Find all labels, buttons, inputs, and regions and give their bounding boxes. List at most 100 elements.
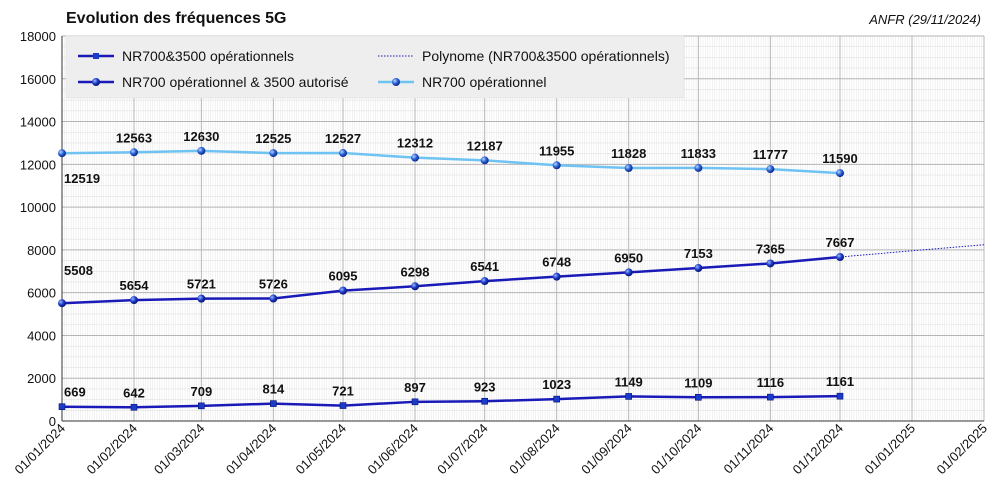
data-label: 12519 [64,171,100,186]
legend-box [65,35,685,99]
data-point [129,148,138,157]
data-label: 12187 [467,138,503,153]
legend: NR700&3500 opérationnels Polynome (NR700&… [65,35,685,99]
data-label: 12312 [397,136,433,151]
data-point [695,393,702,401]
x-tick-label: 01/02/2025 [933,421,990,478]
data-point [269,294,278,303]
data-point [553,395,560,403]
data-label: 923 [474,379,496,394]
y-tick-label: 4000 [27,328,56,343]
data-label: 11590 [822,151,857,166]
data-label: 1161 [826,374,854,389]
data-label: 5721 [187,277,216,292]
x-tick-label: 01/12/2024 [790,421,847,478]
data-point [836,169,845,178]
data-point [269,149,278,158]
data-point [625,393,632,400]
data-point [58,149,66,158]
data-point [766,165,775,174]
data-label: 5726 [259,277,288,292]
y-tick-label: 18000 [20,29,56,44]
legend-marker [93,53,99,59]
data-point [411,282,420,291]
data-label: 1023 [542,377,571,392]
data-point [767,393,774,401]
data-label: 897 [404,380,426,395]
legend-label: NR700 opérationnel & 3500 autorisé [122,74,349,90]
data-label: 709 [190,384,212,399]
x-tick-label: 01/11/2024 [721,421,777,477]
data-point [411,398,419,406]
data-point [58,403,66,410]
legend-marker [92,78,100,86]
data-labels: 669 642 709 814 721 897 923 1023 1149 1109 1116 116… [64,129,858,400]
data-label: 814 [262,382,284,397]
y-tick-label: 8000 [27,243,56,258]
x-tick-label: 01/05/2024 [293,421,350,478]
series-line [61,394,841,409]
data-label: 6095 [329,269,358,284]
data-point [198,402,205,410]
data-point [694,264,703,273]
data-label: 7667 [826,235,855,250]
data-point [270,400,277,407]
data-point [480,156,489,165]
data-point [197,146,206,155]
y-tick-label: 0 [49,414,56,429]
data-point [481,397,488,405]
y-tick-label: 16000 [20,72,56,87]
series-layer [58,146,985,411]
source-note: ANFR (29/11/2024) [869,12,981,27]
data-label: 1116 [757,375,785,390]
data-label: 721 [332,384,354,399]
data-point [339,286,348,295]
chart-title: Evolution des fréquences 5G [66,10,287,27]
data-point [411,153,420,162]
data-label: 12527 [325,131,361,146]
legend-marker [392,78,400,86]
y-tick-label: 6000 [27,286,56,301]
data-point [130,403,138,411]
data-point [339,402,347,409]
data-point [197,294,206,303]
x-tick-label: 01/07/2024 [434,421,491,478]
x-tick-label: 01/10/2024 [648,421,705,478]
data-label: 12525 [255,131,291,146]
y-tick-label: 14000 [20,115,56,130]
trendline [770,244,985,264]
series-line [61,255,841,305]
y-tick-label: 12000 [20,157,56,172]
data-label: 11828 [611,146,646,161]
legend-label: Polynome (NR700&3500 opérationnels) [422,48,669,64]
data-label: 5508 [64,263,93,278]
data-label: 1149 [615,374,643,389]
data-point [836,253,845,262]
grid [61,35,985,422]
data-label: 1109 [684,375,712,390]
legend-label: NR700 opérationnel [422,74,547,90]
data-point [129,296,138,305]
y-tick-label: 10000 [20,200,56,215]
data-point [766,259,775,268]
data-label: 11955 [539,143,574,158]
data-point [836,392,844,400]
data-label: 6298 [401,264,430,279]
data-point [58,299,66,308]
data-point [694,163,703,172]
x-tick-label: 01/08/2024 [506,421,563,478]
data-label: 11777 [753,147,788,162]
legend-label: NR700&3500 opérationnels [122,48,294,64]
data-label: 6748 [542,255,571,270]
data-point [552,272,561,281]
x-tick-label: 01/09/2024 [578,421,635,478]
x-tick-label: 01/02/2024 [83,421,140,478]
data-label: 12563 [116,130,152,145]
data-label: 7365 [756,241,785,256]
x-tick-label: 01/03/2024 [151,421,208,478]
data-label: 12630 [183,129,219,144]
data-label: 6950 [614,250,643,265]
data-point [480,277,489,286]
data-point [339,149,348,158]
data-point [624,164,633,173]
